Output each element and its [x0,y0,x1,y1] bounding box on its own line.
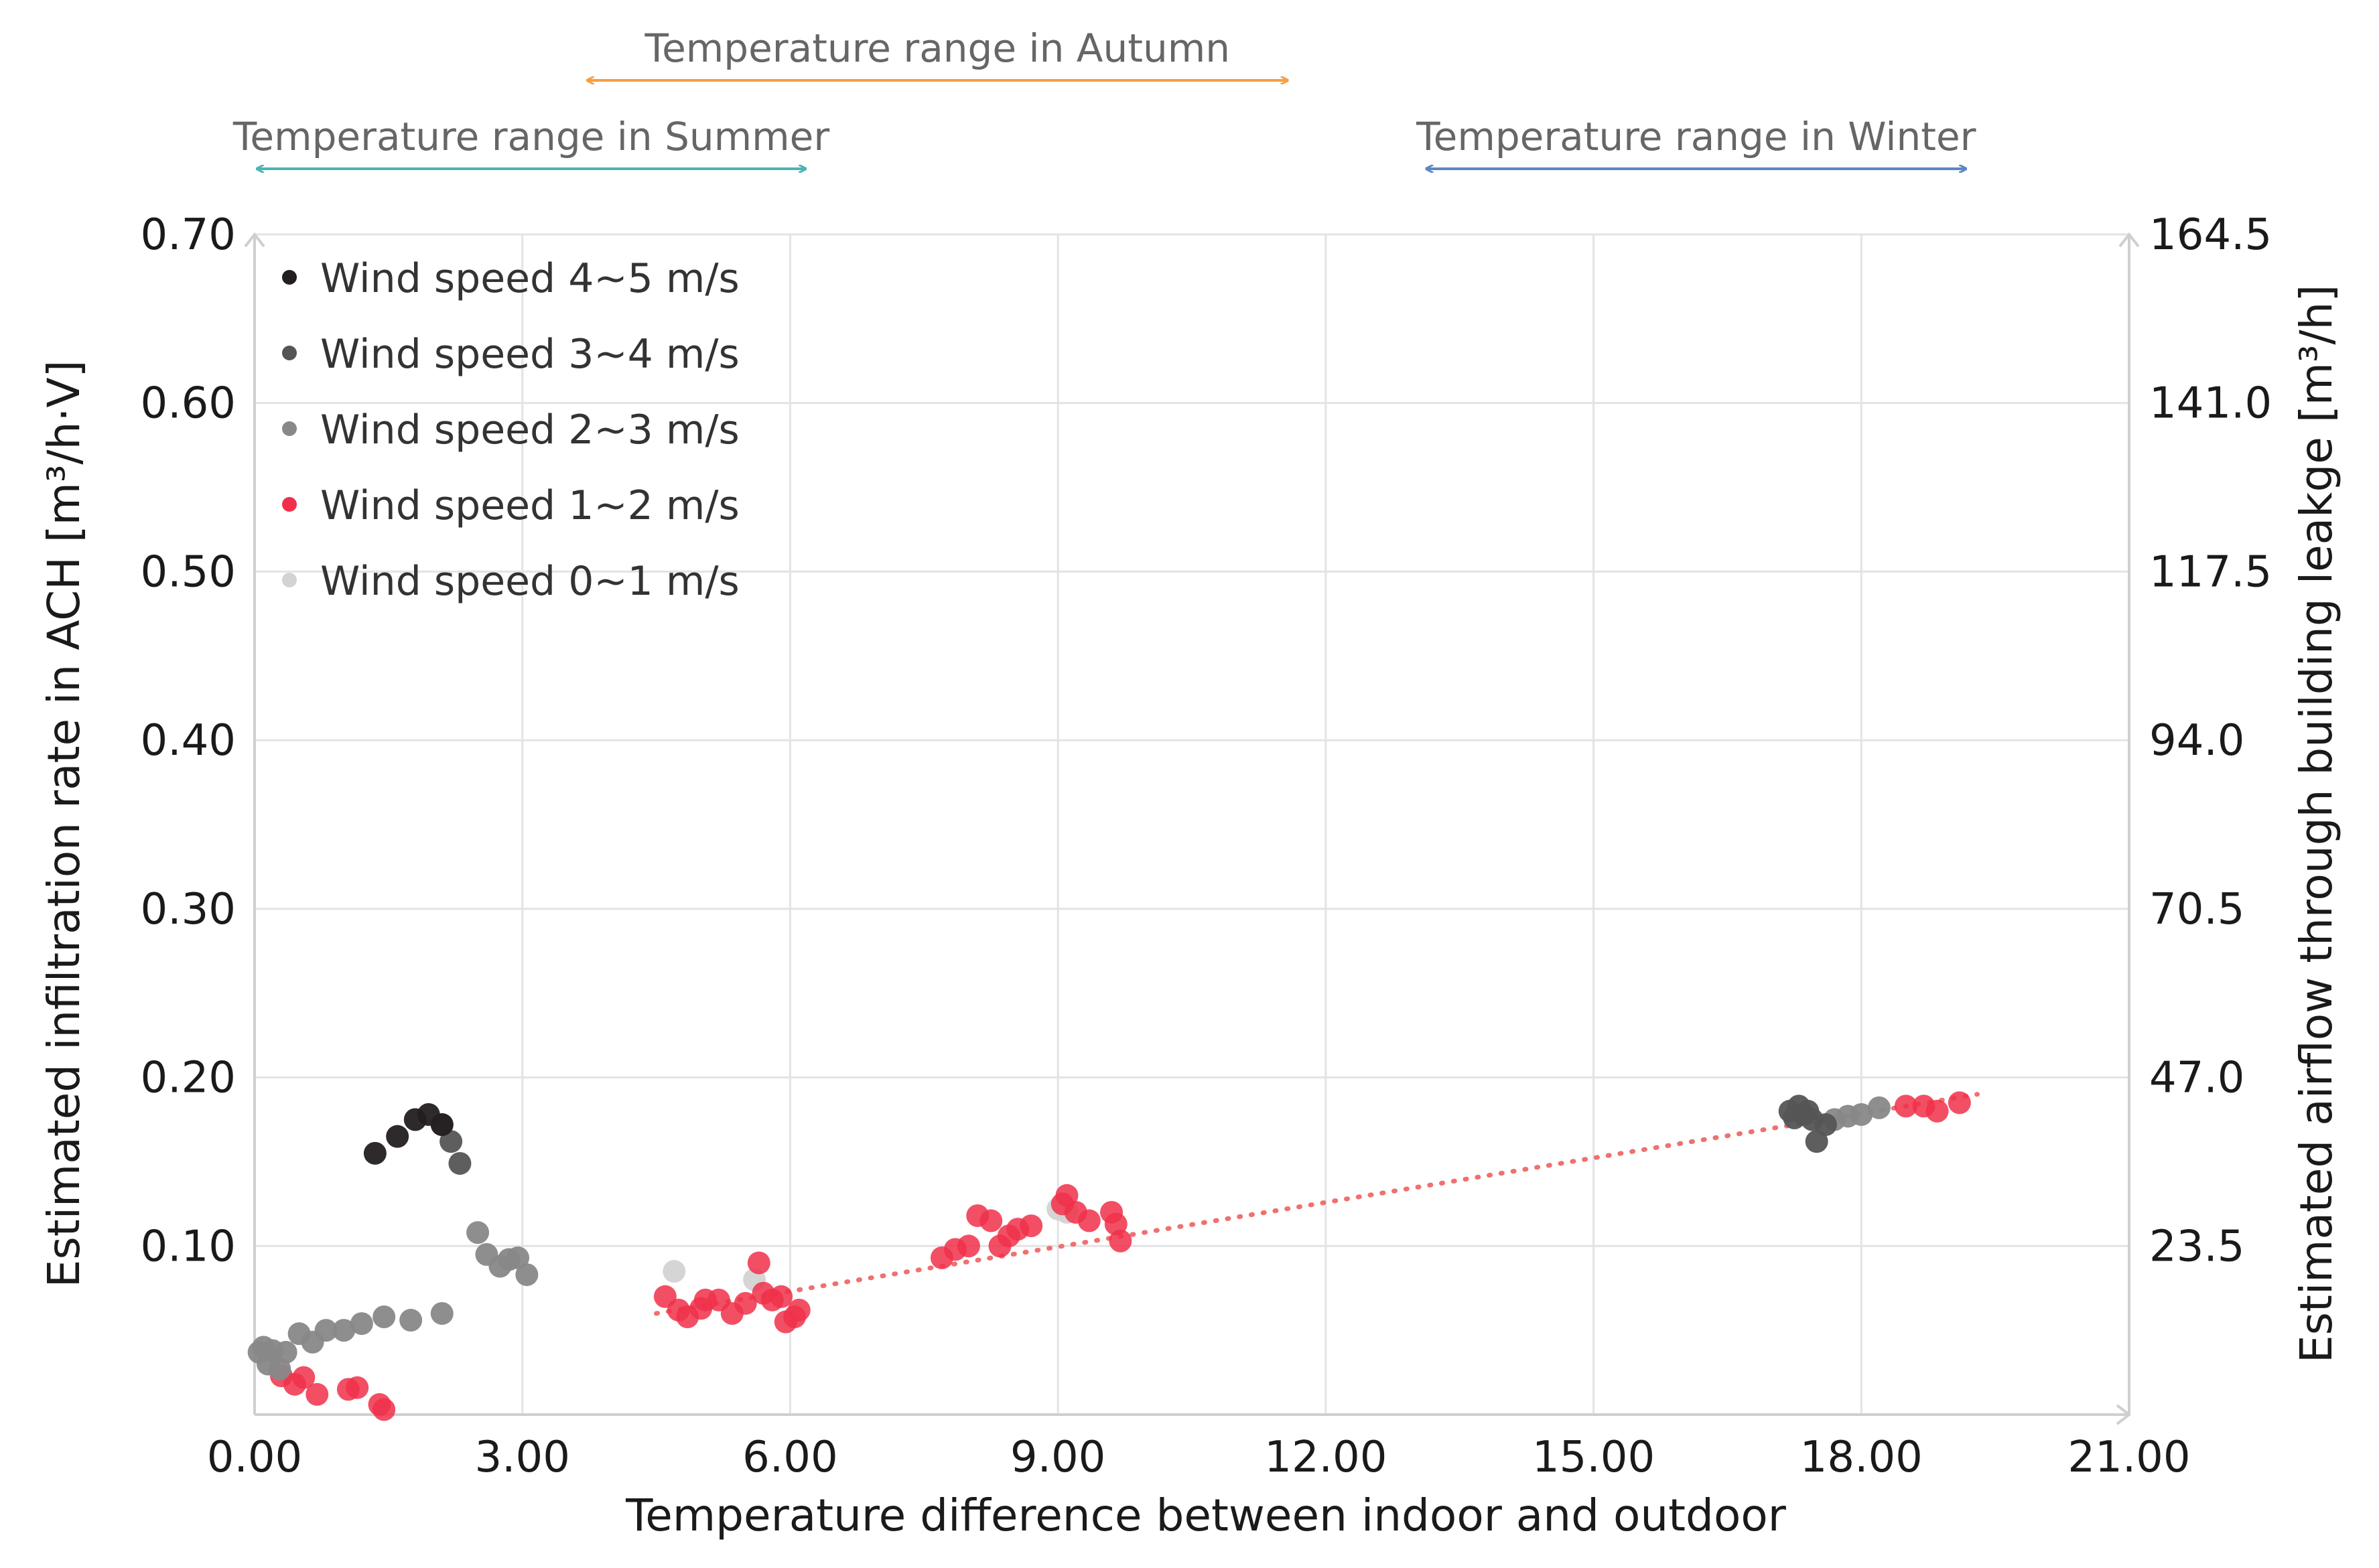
data-point-series-3 [372,1305,396,1329]
data-point-series-4 [747,1251,770,1275]
legend-label-series-5: Wind speed 0~1 m/s [320,558,740,605]
y2-tick-label: 47.0 [2149,1054,2245,1103]
legend-label-series-2: Wind speed 3~4 m/s [320,331,740,378]
trendline-dotted [654,1092,1980,1316]
gridlines [255,233,2129,1415]
y2-tick-label: 70.5 [2149,885,2245,934]
data-point-series-4 [1109,1229,1132,1253]
data-point-series-4 [1055,1184,1079,1207]
data-point-series-4 [979,1209,1003,1232]
x-axis-title: Temperature difference between indoor an… [625,1490,1787,1541]
data-point-series-4 [292,1366,316,1389]
season-range-label-summer: Temperature range in Summer [232,114,829,159]
x-tick-label: 15.00 [1532,1433,1655,1482]
x-tick-label: 6.00 [742,1433,838,1482]
axes: 0.00 3.00 6.00 9.00 12.00 15.00 18.00 21.00 0.10… [141,210,2272,1482]
data-point-series-1 [430,1113,454,1137]
y2-tick-label: 94.0 [2149,716,2245,766]
legend-marker-series-2 [282,346,297,360]
y-tick-label: 0.40 [141,716,236,766]
legend-marker-series-1 [282,270,297,285]
y2-axis-title: Estimated airflow through building leakg… [2291,285,2342,1363]
data-point-series-4 [1077,1209,1101,1232]
data-points [247,1091,1971,1421]
season-ranges: Temperature range in Autumn Temperature r… [232,25,1976,169]
season-range-label-autumn: Temperature range in Autumn [644,25,1230,71]
trendline [654,1092,1980,1316]
data-point-series-3 [466,1221,490,1244]
data-point-series-4 [734,1291,757,1315]
data-point-series-4 [1925,1099,1949,1123]
legend-marker-series-3 [282,421,297,436]
legend-label-series-1: Wind speed 4~5 m/s [320,255,740,302]
y2-axis-arrow [2118,232,2140,248]
data-point-series-3 [399,1309,423,1332]
y2-tick-label: 141.0 [2149,379,2272,429]
legend-label-series-4: Wind speed 1~2 m/s [320,482,740,529]
data-point-series-3 [506,1246,530,1269]
x-tick-label: 12.00 [1264,1433,1387,1482]
y2-tick-label: 164.5 [2149,210,2272,260]
x-tick-label: 9.00 [1010,1433,1106,1482]
legend-label-series-3: Wind speed 2~3 m/s [320,407,740,453]
y-tick-label: 0.70 [141,210,236,260]
legend: Wind speed 4~5 m/s Wind speed 3~4 m/s Wind… [282,255,740,605]
y2-tick-label: 117.5 [2149,547,2272,597]
data-point-series-4 [787,1298,811,1322]
data-point-series-4 [372,1398,396,1421]
y-tick-label: 0.10 [141,1222,236,1271]
data-point-series-2 [439,1130,463,1153]
y-tick-label: 0.30 [141,885,236,934]
data-point-series-4 [1894,1094,1917,1118]
data-point-series-3 [515,1263,539,1287]
x-tick-label: 21.00 [2067,1433,2190,1482]
data-point-series-3 [274,1340,297,1364]
data-point-series-4 [305,1382,329,1406]
data-point-series-3 [1867,1096,1891,1119]
data-point-series-3 [332,1319,356,1342]
y-tick-label: 0.20 [141,1054,236,1103]
y-tick-label: 0.50 [141,547,236,597]
data-point-series-2 [1814,1113,1837,1137]
x-tick-label: 18.00 [1800,1433,1923,1482]
data-point-series-2 [448,1151,472,1175]
data-point-series-4 [1020,1214,1043,1238]
data-point-series-3 [314,1319,338,1342]
legend-marker-series-4 [282,497,297,512]
data-point-series-3 [350,1312,373,1336]
data-point-series-3 [430,1301,454,1325]
y-axis-arrow [244,232,265,248]
legend-marker-series-5 [282,573,297,587]
data-point-series-5 [663,1260,686,1283]
x-axis-arrow [2116,1404,2132,1425]
data-point-series-1 [386,1125,409,1148]
season-range-label-winter: Temperature range in Winter [1416,114,1976,159]
x-tick-label: 0.00 [207,1433,303,1482]
y-axis-title: Estimated infiltration rate in ACH [m³/h… [38,360,90,1288]
data-point-series-3 [1850,1102,1873,1126]
y2-tick-label: 23.5 [2149,1222,2245,1271]
x-tick-label: 3.00 [474,1433,570,1482]
data-point-series-1 [363,1141,387,1165]
data-point-series-4 [770,1285,793,1308]
data-point-series-4 [957,1234,980,1258]
data-point-series-4 [346,1376,369,1399]
y-tick-label: 0.60 [141,379,236,429]
data-point-series-4 [1948,1091,1971,1115]
data-point-series-2 [1805,1130,1828,1153]
